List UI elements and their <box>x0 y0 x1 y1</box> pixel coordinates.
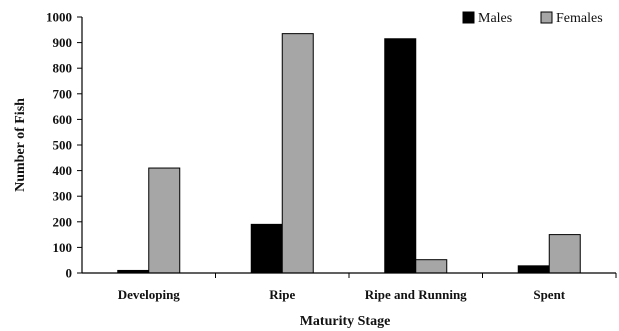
x-tick-label: Ripe <box>269 287 295 302</box>
y-tick-label: 300 <box>53 189 73 204</box>
bar-males-1 <box>250 223 283 274</box>
y-axis-title: Number of Fish <box>13 98 28 192</box>
y-tick-label: 0 <box>66 266 73 281</box>
bar-females-0 <box>148 167 181 274</box>
y-tick-label: 800 <box>53 61 73 76</box>
bar-females-3 <box>548 234 581 274</box>
y-tick-label: 600 <box>53 112 73 127</box>
bar-females-1 <box>281 33 314 274</box>
y-tick-label: 1000 <box>46 10 72 25</box>
legend-swatch-males <box>462 11 475 24</box>
x-tick-label: Ripe and Running <box>365 287 467 302</box>
x-tick-label: Developing <box>118 287 181 302</box>
bar-males-2 <box>384 38 417 274</box>
y-tick-label: 900 <box>53 35 73 50</box>
legend: Males Females <box>462 11 603 26</box>
y-axis-ticks: 0 100 200 300 400 500 600 700 800 900 1000 <box>46 10 82 281</box>
bars <box>117 33 581 274</box>
x-axis-title: Maturity Stage <box>300 314 391 329</box>
bar-females-2 <box>415 259 448 274</box>
y-tick-label: 100 <box>53 240 73 255</box>
legend-label-males: Males <box>478 11 512 26</box>
y-tick-label: 200 <box>53 214 73 229</box>
y-tick-label: 700 <box>53 86 73 101</box>
y-tick-label: 400 <box>53 163 73 178</box>
x-tick-label: Spent <box>533 287 565 302</box>
legend-label-females: Females <box>556 11 603 26</box>
x-axis-ticks: Developing Ripe Ripe and Running Spent <box>118 273 617 302</box>
y-tick-label: 500 <box>53 138 73 153</box>
bar-males-3 <box>517 265 550 274</box>
legend-swatch-females <box>540 11 553 24</box>
